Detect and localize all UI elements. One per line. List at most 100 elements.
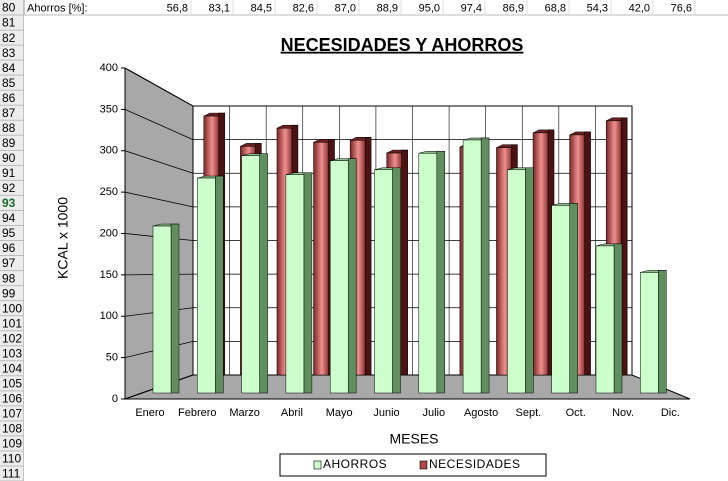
bar-side [401, 149, 408, 376]
bar [462, 139, 482, 394]
row-number: 110 [2, 452, 21, 466]
row-number: 92 [2, 181, 16, 195]
cell-value: 68,8 [545, 2, 566, 14]
bar [507, 169, 526, 394]
grid-line [124, 191, 194, 208]
y-tick-label: 300 [100, 145, 118, 157]
cell-label: Ahorros [%]: [27, 2, 88, 14]
x-tick-label: Sept. [516, 407, 542, 419]
x-tick-label: Abril [281, 407, 303, 419]
row-number: 93 [2, 196, 16, 210]
bar-side [525, 167, 534, 394]
bar [241, 155, 260, 394]
bar-side [170, 223, 180, 394]
row-number: 100 [2, 301, 22, 315]
bar [313, 142, 329, 376]
row-number: 90 [2, 151, 16, 165]
row-number: 87 [2, 106, 16, 120]
bar [329, 160, 349, 394]
row-number: 94 [2, 211, 16, 225]
legend-swatch [313, 460, 322, 470]
bar [152, 225, 172, 394]
x-tick-label: Mayo [326, 407, 353, 419]
row-number: 97 [2, 256, 16, 270]
y-tick-label: 250 [100, 186, 118, 198]
cell-value: 54,3 [587, 2, 608, 14]
row-number: 106 [2, 392, 22, 406]
bar [551, 205, 570, 394]
legend-swatch [419, 460, 428, 470]
row-number: 103 [2, 346, 22, 360]
legend-label: NECESIDADES [429, 457, 521, 471]
legend-box [279, 453, 547, 477]
bar-side [215, 175, 224, 394]
y-tick-label: 150 [100, 269, 118, 281]
x-tick-label: Enero [135, 407, 164, 419]
bar-side [259, 153, 268, 394]
row-number: 84 [2, 61, 16, 75]
row-number: 111 [2, 467, 21, 481]
y-tick-label: 200 [100, 227, 118, 239]
bar-side [392, 167, 401, 394]
row-number: 99 [2, 286, 16, 300]
cell-value: 86,9 [503, 2, 524, 14]
row-number: 95 [2, 226, 16, 240]
legend-label: AHORROS [323, 457, 387, 471]
y-tick-label: 100 [100, 310, 118, 322]
y-axis-label: KCAL x 1000 [55, 197, 71, 279]
bar-side [480, 137, 490, 394]
row-number: 98 [2, 271, 16, 285]
cell-value: 84,5 [251, 2, 272, 14]
cell-value: 82,6 [293, 2, 314, 14]
bar [197, 177, 216, 394]
row-number: 89 [2, 136, 16, 150]
x-tick-label: Febrero [178, 407, 217, 419]
row-number: 104 [2, 361, 22, 375]
row-number: 105 [2, 376, 22, 390]
cell-value: 97,4 [461, 2, 482, 14]
row-number: 96 [2, 241, 16, 255]
cell-value: 88,9 [377, 2, 398, 14]
cell-value: 42,0 [629, 2, 650, 14]
bar-side [584, 131, 591, 376]
grid-line [124, 109, 194, 140]
x-tick-label: Agosto [464, 407, 498, 419]
x-tick-label: Oct. [566, 407, 586, 419]
bar [374, 169, 393, 394]
row-number: 81 [2, 16, 16, 30]
y-tick-label: 400 [100, 62, 118, 74]
bar-side [364, 137, 372, 376]
y-tick-label: 50 [106, 352, 118, 364]
x-tick-label: Julio [422, 407, 445, 419]
row-number: 83 [2, 46, 16, 60]
cell-value: 76,6 [671, 2, 692, 14]
cell-value: 95,0 [419, 2, 440, 14]
bar-side [613, 243, 623, 394]
x-tick-label: Marzo [229, 407, 260, 419]
bar-side [436, 150, 446, 394]
row-number: 85 [2, 76, 16, 90]
row-number: 107 [2, 407, 22, 421]
cell-value: 83,1 [209, 2, 230, 14]
row-number: 80 [2, 1, 16, 15]
chart-title: NECESIDADES Y AHORROS [281, 35, 524, 55]
bar-side [569, 203, 578, 394]
row-number: 109 [2, 437, 22, 451]
bar-side [347, 158, 357, 394]
x-tick-label: Dic. [661, 407, 680, 419]
grid-line [124, 150, 194, 174]
y-tick-label: 0 [112, 393, 118, 405]
bar-side [303, 172, 313, 394]
row-number: 88 [2, 121, 16, 135]
cell-value: 56,8 [167, 2, 188, 14]
bar [640, 272, 659, 394]
row-number: 91 [2, 166, 16, 180]
bar [595, 245, 615, 394]
row-number: 82 [2, 31, 16, 45]
bar-side [658, 270, 667, 394]
row-number: 101 [2, 316, 22, 330]
y-tick-label: 350 [100, 103, 118, 115]
row-number: 86 [2, 91, 16, 105]
x-axis-label: MESES [389, 431, 438, 447]
